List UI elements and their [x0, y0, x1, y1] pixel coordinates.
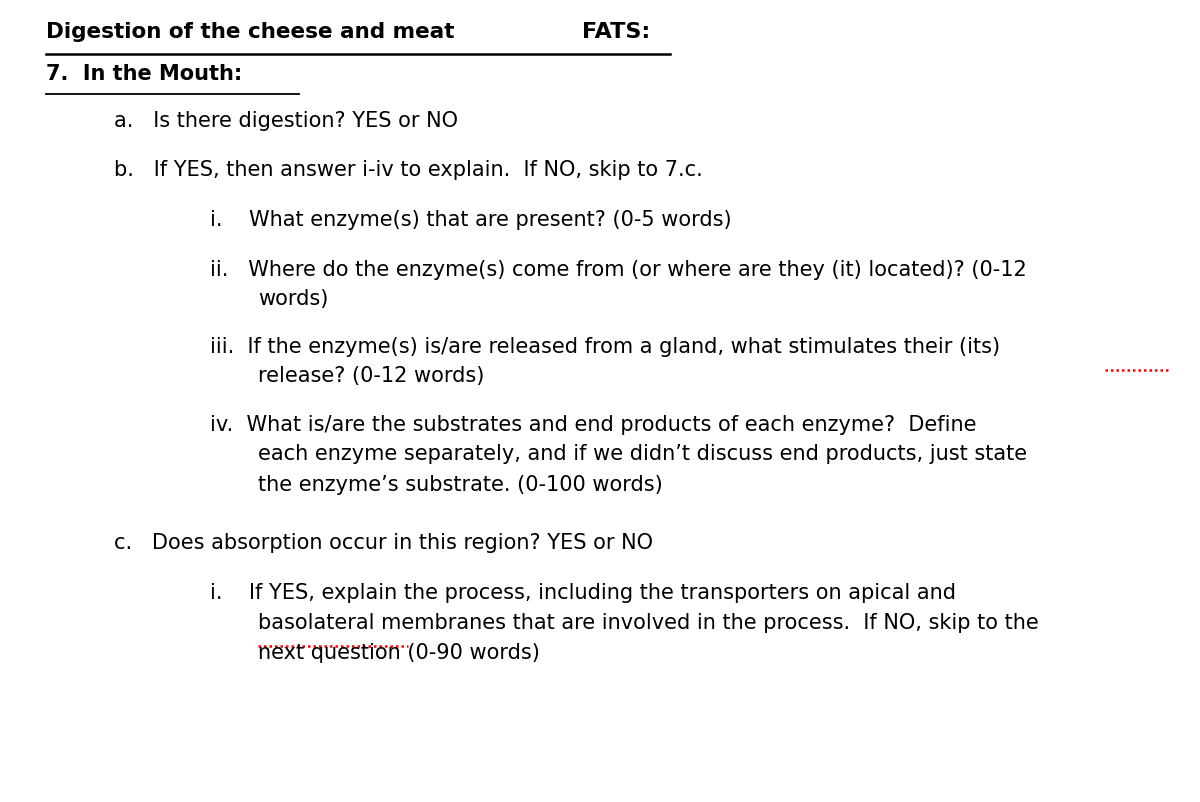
- Text: next question (0-90 words): next question (0-90 words): [258, 643, 540, 663]
- Text: a.   Is there digestion? YES or NO: a. Is there digestion? YES or NO: [114, 111, 458, 131]
- Text: b.   If YES, then answer i-iv to explain.  If NO, skip to 7.c.: b. If YES, then answer i-iv to explain. …: [114, 160, 703, 180]
- Text: basolateral: basolateral: [258, 613, 374, 633]
- Text: FATS:: FATS:: [582, 22, 650, 43]
- Text: release? (0-12 words): release? (0-12 words): [258, 366, 485, 386]
- Text: iv.  What is/are the substrates and end products of each enzyme?  Define: iv. What is/are the substrates and end p…: [210, 415, 977, 435]
- Text: iii.  If the enzyme(s) is/are released from a gland, what stimulates: iii. If the enzyme(s) is/are released fr…: [210, 337, 904, 357]
- Text: iii.  If the enzyme(s) is/are released from a gland, what stimulates their: iii. If the enzyme(s) is/are released fr…: [210, 337, 953, 357]
- Text: 7.  In the Mouth:: 7. In the Mouth:: [46, 64, 242, 84]
- Text: basolateral membranes that are involved in the process.  If NO, skip to the: basolateral membranes that are involved …: [258, 613, 1039, 633]
- Text: c.   Does absorption occur in this region? YES or NO: c. Does absorption occur in this region?…: [114, 533, 653, 553]
- Text: Digestion of the cheese and meat: Digestion of the cheese and meat: [46, 22, 462, 43]
- Text: the enzyme’s substrate. (0-100 words): the enzyme’s substrate. (0-100 words): [258, 475, 662, 495]
- Text: i.    If YES, explain the process, including the transporters on apical and: i. If YES, explain the process, includin…: [210, 583, 956, 603]
- Text: words): words): [258, 289, 329, 309]
- Text: each enzyme separately, and if we didn’t discuss end products, just state: each enzyme separately, and if we didn’t…: [258, 444, 1027, 464]
- Text: i.    What enzyme(s) that are present? (0-5 words): i. What enzyme(s) that are present? (0-5…: [210, 210, 732, 230]
- Text: iii.  If the enzyme(s) is/are released from a gland, what stimulates their (its): iii. If the enzyme(s) is/are released fr…: [210, 337, 1000, 357]
- Text: ii.   Where do the enzyme(s) come from (or where are they (it) located)? (0-12: ii. Where do the enzyme(s) come from (or…: [210, 260, 1027, 280]
